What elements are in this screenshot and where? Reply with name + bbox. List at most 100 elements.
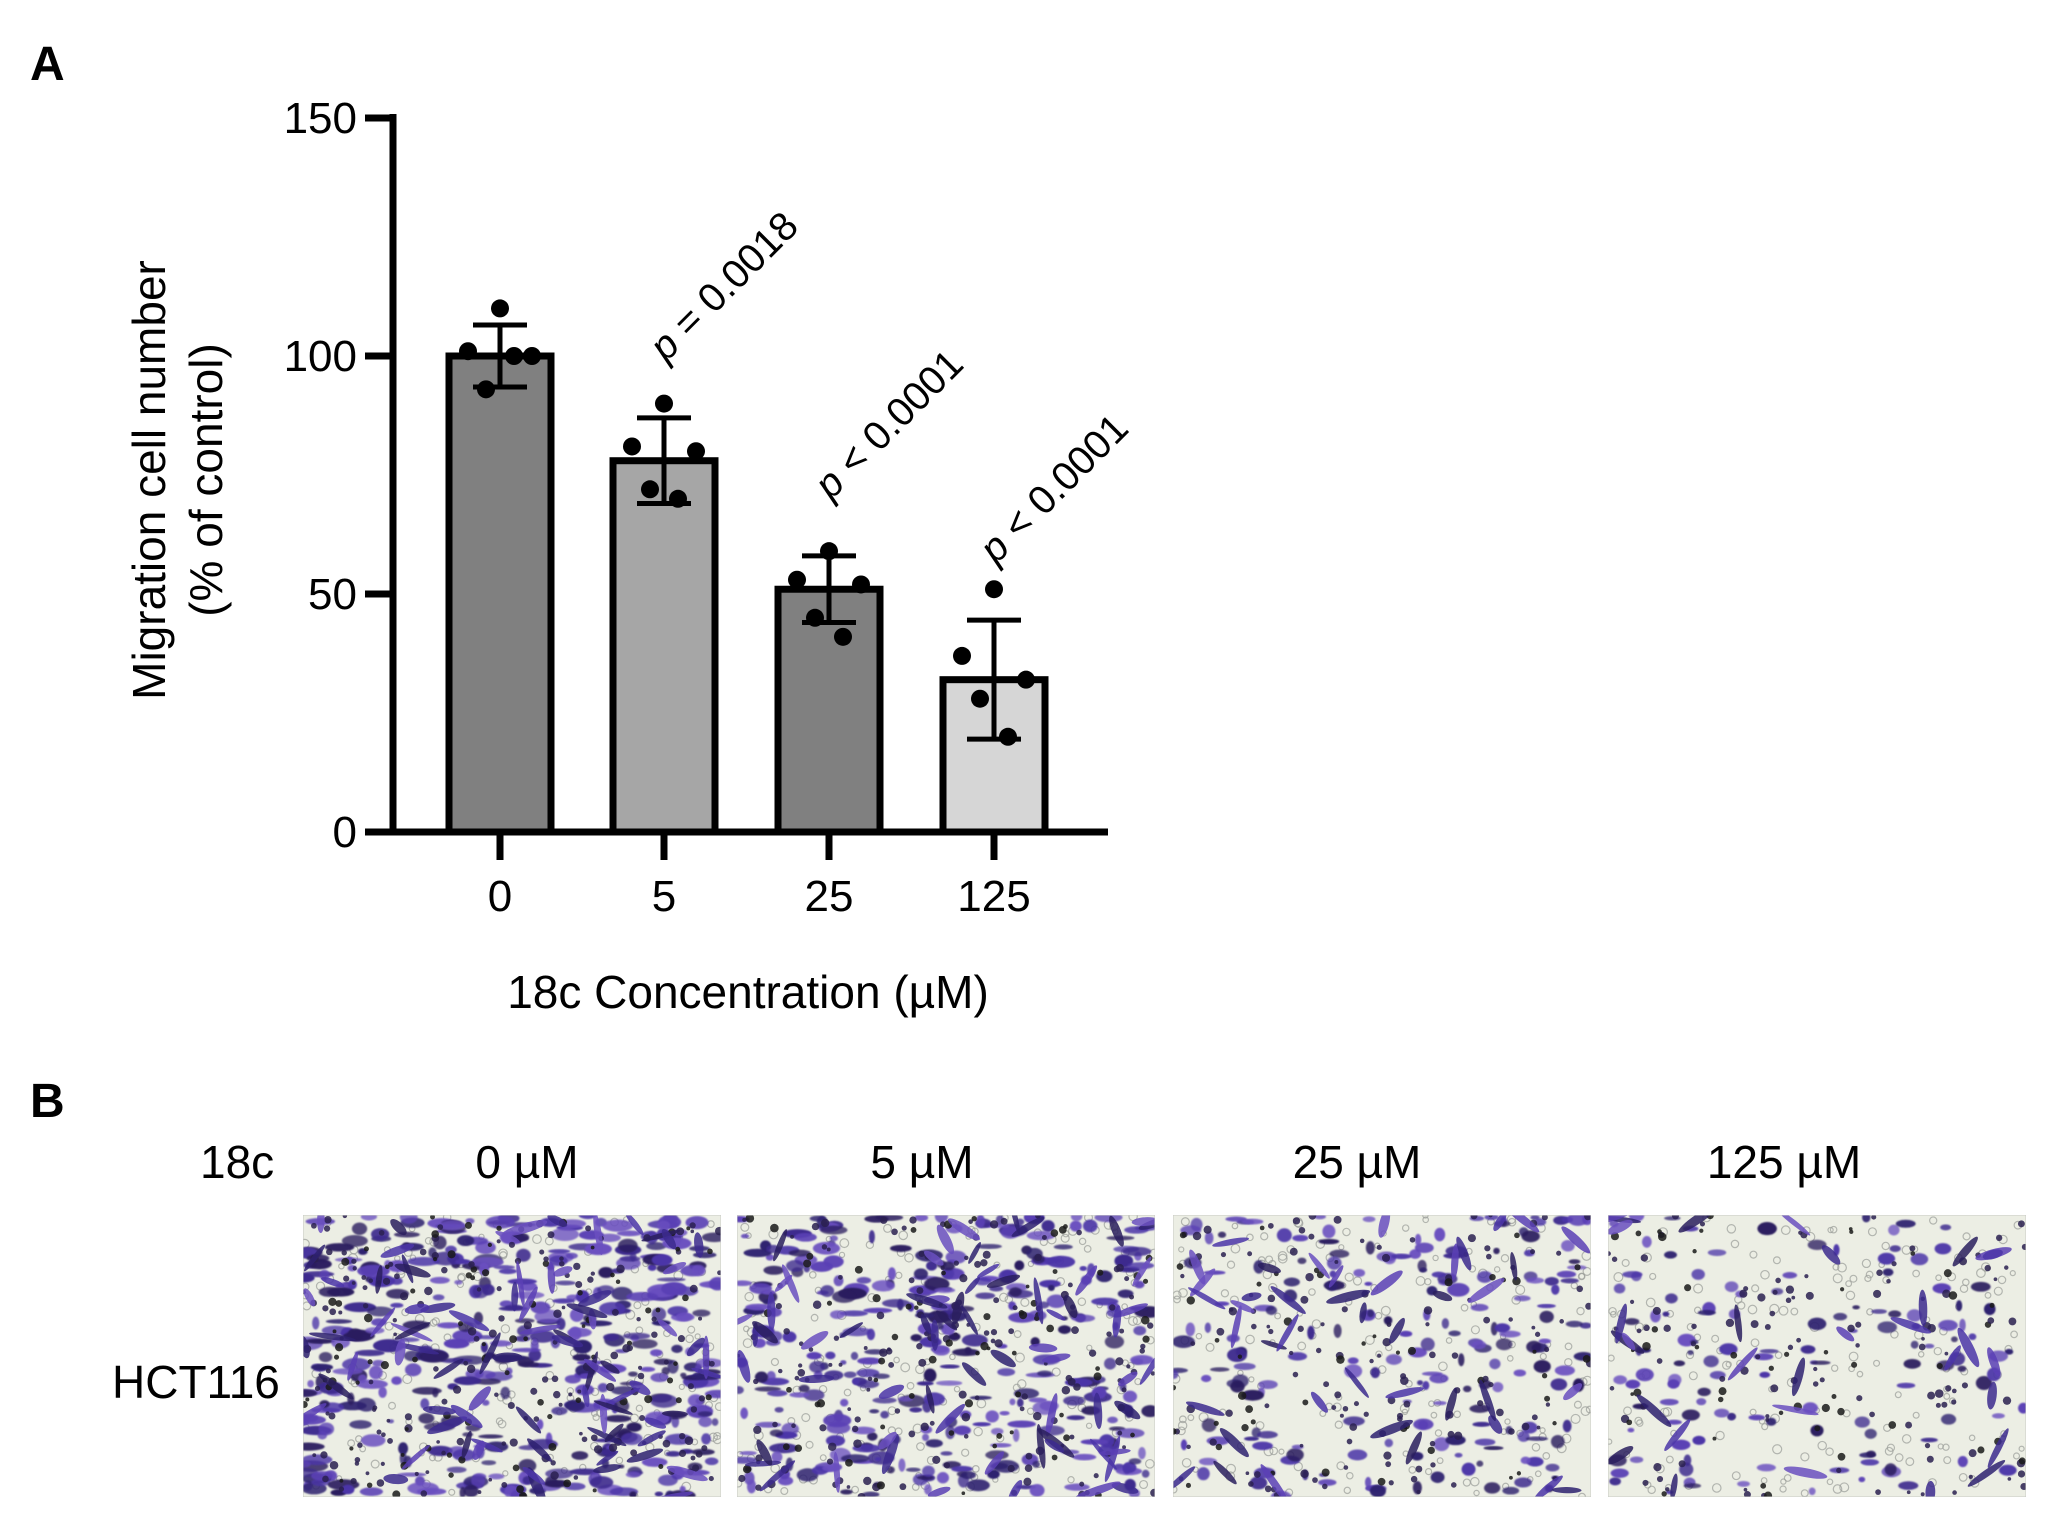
pore [1246,1233,1254,1242]
cell-dot [2021,1243,2026,1251]
stained-cell [1249,1476,1268,1490]
spindle-cell [303,1288,316,1307]
cell-dot [963,1434,969,1439]
pore [1749,1250,1758,1259]
stained-cell [453,1376,482,1386]
cell-dot [1544,1395,1551,1402]
p-value-annotation: p = 0.0018 [641,204,807,370]
cell-dot [314,1385,321,1392]
stained-cell [1502,1486,1520,1495]
pore [1761,1423,1769,1431]
stained-cell [1959,1318,1966,1332]
cell-dot [1952,1490,1957,1495]
cell-dot [1139,1348,1145,1354]
spindle-cell [596,1450,619,1466]
stained-cell [766,1371,776,1382]
spindle-cell [1389,1317,1405,1344]
cell-dot [1847,1324,1855,1333]
cell-dot [742,1465,752,1474]
cell-dot [690,1406,698,1413]
cell-dot [1531,1325,1536,1330]
cell-dot [645,1307,652,1314]
stained-cell [629,1251,637,1262]
cell-dot [1333,1215,1342,1224]
stained-cell [997,1368,1016,1377]
cell-dot [1141,1315,1150,1325]
stained-cell [1276,1228,1292,1243]
cell-dot [1909,1245,1916,1252]
stained-cell [1627,1427,1635,1433]
cell-dot [894,1408,901,1414]
pore [1772,1256,1781,1265]
spindle-cell [759,1460,796,1492]
cell-dot [1059,1412,1064,1418]
spindle-cell [839,1322,864,1338]
stained-cell [939,1364,960,1369]
pore [1867,1227,1877,1237]
stained-cell [1495,1338,1513,1351]
spindle-cell [881,1434,899,1475]
spindle-cell [1114,1400,1141,1420]
stained-cell [626,1292,659,1302]
stained-cell [1807,1239,1827,1251]
spindle-cell [1241,1292,1262,1302]
cell-dot [1684,1284,1692,1292]
stained-cell [926,1260,938,1271]
cell-dot [857,1492,866,1497]
cell-dot [1823,1349,1829,1355]
cell-dot [853,1439,862,1448]
stained-cell [936,1322,944,1330]
spindle-cell [1987,1381,1997,1410]
spindle-cell [1670,1473,1678,1497]
pore [1401,1224,1410,1232]
cell-dot [1035,1215,1041,1219]
stained-cell [976,1215,985,1228]
spindle-cell [1328,1265,1344,1288]
stained-cell [1318,1479,1337,1486]
cell-dot [1941,1401,1948,1408]
stained-cell [1227,1348,1248,1363]
pore [780,1487,789,1496]
cell-dot [1489,1273,1496,1281]
stained-cell [785,1259,805,1272]
cell-dot [1363,1411,1369,1417]
cell-dot [1869,1411,1875,1418]
cell-dot [1470,1215,1478,1220]
stained-cell [852,1377,860,1385]
pore [1060,1233,1070,1243]
stained-cell [351,1222,368,1235]
spindle-cell [1131,1217,1155,1226]
spindle-cell [1326,1289,1371,1304]
spindle-cell [390,1219,407,1236]
cell-dot [783,1328,790,1335]
cell-dot [953,1260,959,1266]
spindle-cell [1783,1466,1828,1479]
cell-dot [1248,1481,1254,1487]
pore [1825,1447,1834,1456]
stained-cell [1058,1325,1072,1334]
stained-cell [317,1431,328,1440]
cell-dot [1856,1395,1863,1402]
spindle-cell [1967,1460,2006,1487]
pore [1780,1225,1791,1236]
cell-dot [498,1315,505,1322]
spindle-cell [737,1349,751,1383]
spindle-cell [317,1215,325,1234]
cell-dot [753,1378,759,1385]
column-label: 0 µM [475,1136,578,1188]
stained-cell [1609,1477,1621,1486]
cell-dot [1051,1454,1058,1461]
pore [1127,1316,1138,1326]
pore [1613,1272,1624,1283]
cell-dot [328,1297,337,1306]
spindle-cell [433,1358,464,1379]
cell-dot [384,1264,390,1270]
cell-dot [1000,1217,1008,1225]
cell-dot [651,1316,657,1322]
cell-dot [880,1216,888,1224]
stained-cell [626,1422,642,1432]
stained-cell [598,1267,614,1279]
spindle-cell [767,1291,776,1332]
cell-dot [1025,1284,1030,1289]
cell-dot [876,1481,885,1490]
